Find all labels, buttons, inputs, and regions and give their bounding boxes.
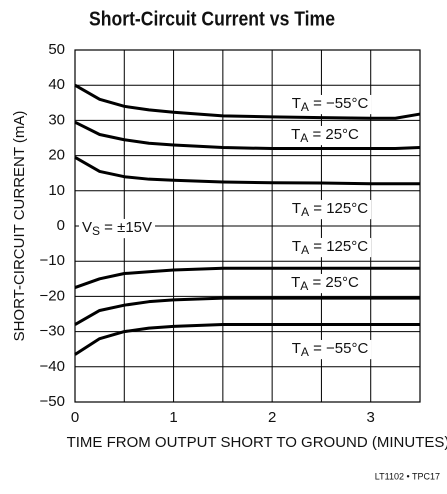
y-tick-label: 30	[48, 111, 65, 128]
y-tick-label: 40	[48, 76, 65, 93]
y-axis-label: SHORT-CIRCUIT CURRENT (mA)	[11, 111, 28, 342]
y-tick-label: 10	[48, 182, 65, 199]
y-tick-label: −40	[40, 358, 65, 375]
series-label: TA = 25°C	[291, 126, 359, 145]
y-tick-label: 0	[57, 217, 65, 234]
y-tick-label: −20	[40, 287, 65, 304]
series-label: TA = 25°C	[291, 274, 359, 293]
series-label: TA = −55°C	[292, 340, 369, 359]
annotation-background	[78, 218, 156, 239]
label-background	[288, 94, 372, 115]
label-background	[288, 339, 372, 360]
label-background	[288, 199, 372, 220]
x-axis-label: TIME FROM OUTPUT SHORT TO GROUND (MINUTE…	[67, 434, 447, 451]
x-tick-label: 0	[71, 409, 79, 426]
x-tick-label: 1	[169, 409, 177, 426]
series-line	[74, 120, 421, 151]
footer: LT1102 • TPC17	[375, 471, 440, 481]
x-tick-label: 2	[268, 409, 276, 426]
y-tick-label: −10	[40, 252, 65, 269]
series-line	[74, 83, 421, 120]
series-label: TA = 125°C	[292, 238, 368, 257]
series-line	[74, 266, 420, 290]
label-background	[288, 237, 372, 258]
label-background	[288, 273, 363, 294]
x-tick-label: 3	[367, 409, 375, 426]
y-tick-label: 20	[48, 147, 65, 164]
annotation: VS = ±15V	[82, 219, 152, 238]
y-tick-label: 50	[48, 41, 65, 58]
series-line	[74, 323, 420, 356]
y-tick-label: −30	[40, 323, 65, 340]
chart-title: Short-Circuit Current vs Time	[89, 7, 335, 29]
series-label: TA = 125°C	[292, 200, 368, 219]
label-background	[288, 125, 363, 146]
series-line	[74, 156, 420, 186]
series-label: TA = −55°C	[292, 95, 369, 114]
series-line	[74, 296, 420, 326]
plot-frame	[74, 49, 421, 403]
y-tick-label: −50	[40, 393, 65, 410]
